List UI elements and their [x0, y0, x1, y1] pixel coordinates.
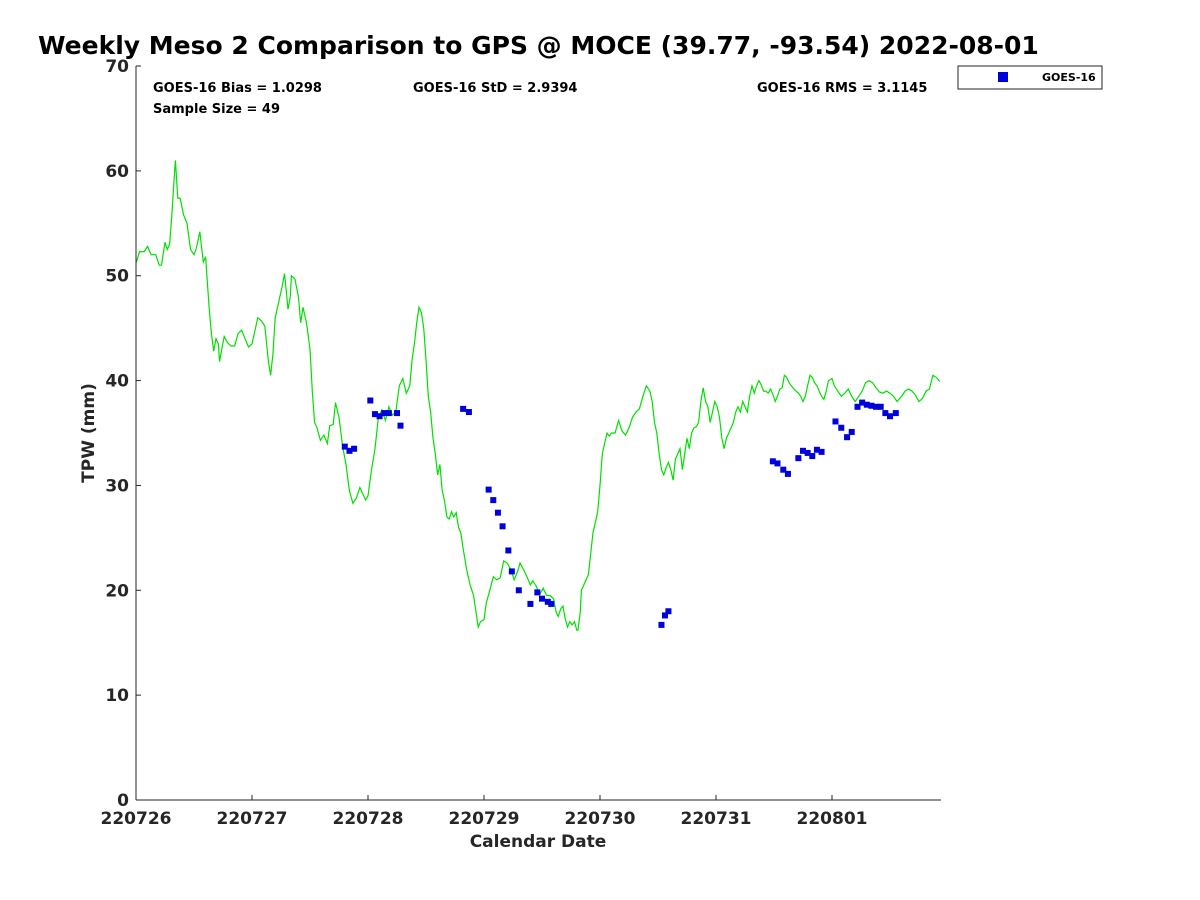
y-axis: 0 10 20 30 40 50 60 70	[105, 57, 141, 811]
goes16-point	[844, 434, 851, 441]
y-tick-label: 40	[105, 372, 129, 392]
goes16-point	[854, 403, 861, 410]
goes16-point	[385, 410, 392, 417]
goes16-point	[863, 401, 870, 408]
x-tick-label: 220731	[681, 809, 752, 829]
stat-std: GOES-16 StD = 2.9394	[413, 81, 577, 96]
goes16-point	[774, 460, 781, 467]
goes16-point	[539, 595, 545, 602]
x-tick-label: 220801	[797, 809, 868, 829]
goes16-point	[665, 608, 672, 615]
goes16-point	[877, 403, 884, 410]
goes16-point	[809, 453, 816, 460]
gps-series-line	[135, 160, 941, 631]
goes16-point	[769, 458, 776, 465]
goes16-point	[892, 410, 899, 417]
y-tick-label: 50	[105, 267, 129, 287]
y-tick-label: 0	[117, 791, 129, 811]
legend-box	[957, 65, 1103, 90]
goes16-point	[499, 523, 506, 530]
x-tick-label: 220727	[217, 809, 288, 829]
stat-bias: GOES-16 Bias = 1.0298	[153, 81, 322, 96]
goes16-point	[460, 405, 467, 412]
goes16-point	[376, 413, 383, 420]
goes16-point	[838, 424, 845, 431]
goes16-point	[780, 466, 787, 473]
goes16-point	[882, 410, 889, 417]
goes16-point	[534, 589, 541, 596]
legend-label-goes16: GOES-16	[1042, 71, 1096, 84]
stat-sample-size: Sample Size = 49	[153, 102, 280, 117]
goes16-point	[800, 447, 806, 454]
y-axis-title: TPW (mm)	[79, 383, 99, 483]
x-tick-label: 220729	[449, 809, 520, 829]
goes16-point	[515, 587, 522, 594]
goes16-point	[804, 449, 811, 456]
goes16-point	[868, 402, 875, 409]
goes16-point	[490, 497, 497, 504]
goes16-point	[658, 621, 665, 628]
goes16-point	[397, 422, 404, 429]
x-tick-label: 220726	[101, 809, 172, 829]
y-tick-label: 20	[105, 581, 129, 601]
legend: GOES-16	[957, 65, 1103, 90]
goes16-point	[859, 399, 866, 406]
x-tick-label: 220728	[333, 809, 404, 829]
y-tick-label: 30	[105, 476, 129, 496]
goes16-point	[508, 568, 515, 575]
goes16-point	[848, 428, 855, 435]
goes16-point	[527, 600, 534, 607]
goes16-point	[346, 447, 353, 454]
x-axis-title: Calendar Date	[470, 832, 607, 852]
goes16-point	[465, 409, 472, 416]
goes16-point	[367, 397, 374, 404]
goes16-point	[873, 403, 880, 410]
x-tick-label: 220730	[565, 809, 636, 829]
goes16-point	[351, 445, 358, 452]
x-axis: 220726 220727 220728 220729 220730 220731 2208…	[101, 795, 868, 829]
goes16-point	[887, 413, 893, 420]
goes16-point	[548, 600, 555, 607]
goes16-point	[341, 443, 348, 450]
goes16-point	[505, 547, 512, 554]
y-tick-label: 60	[105, 162, 129, 182]
y-tick-label: 10	[105, 686, 129, 706]
goes16-point	[795, 455, 802, 462]
goes16-point	[544, 598, 551, 605]
goes16-point	[371, 411, 378, 418]
goes16-point	[784, 470, 791, 477]
legend-marker-goes16	[998, 72, 1008, 82]
y-tick-label: 70	[105, 57, 129, 77]
goes16-point	[832, 418, 839, 425]
goes16-point	[494, 509, 501, 516]
goes16-point	[813, 446, 820, 453]
goes16-point	[381, 410, 388, 417]
chart-title: Weekly Meso 2 Comparison to GPS @ MOCE (…	[38, 31, 1039, 60]
goes16-point	[818, 448, 825, 455]
goes16-point	[394, 410, 400, 417]
stat-rms: GOES-16 RMS = 3.1145	[757, 81, 927, 96]
plot-area	[135, 160, 941, 631]
goes16-point	[661, 612, 668, 619]
goes16-point	[485, 486, 492, 493]
